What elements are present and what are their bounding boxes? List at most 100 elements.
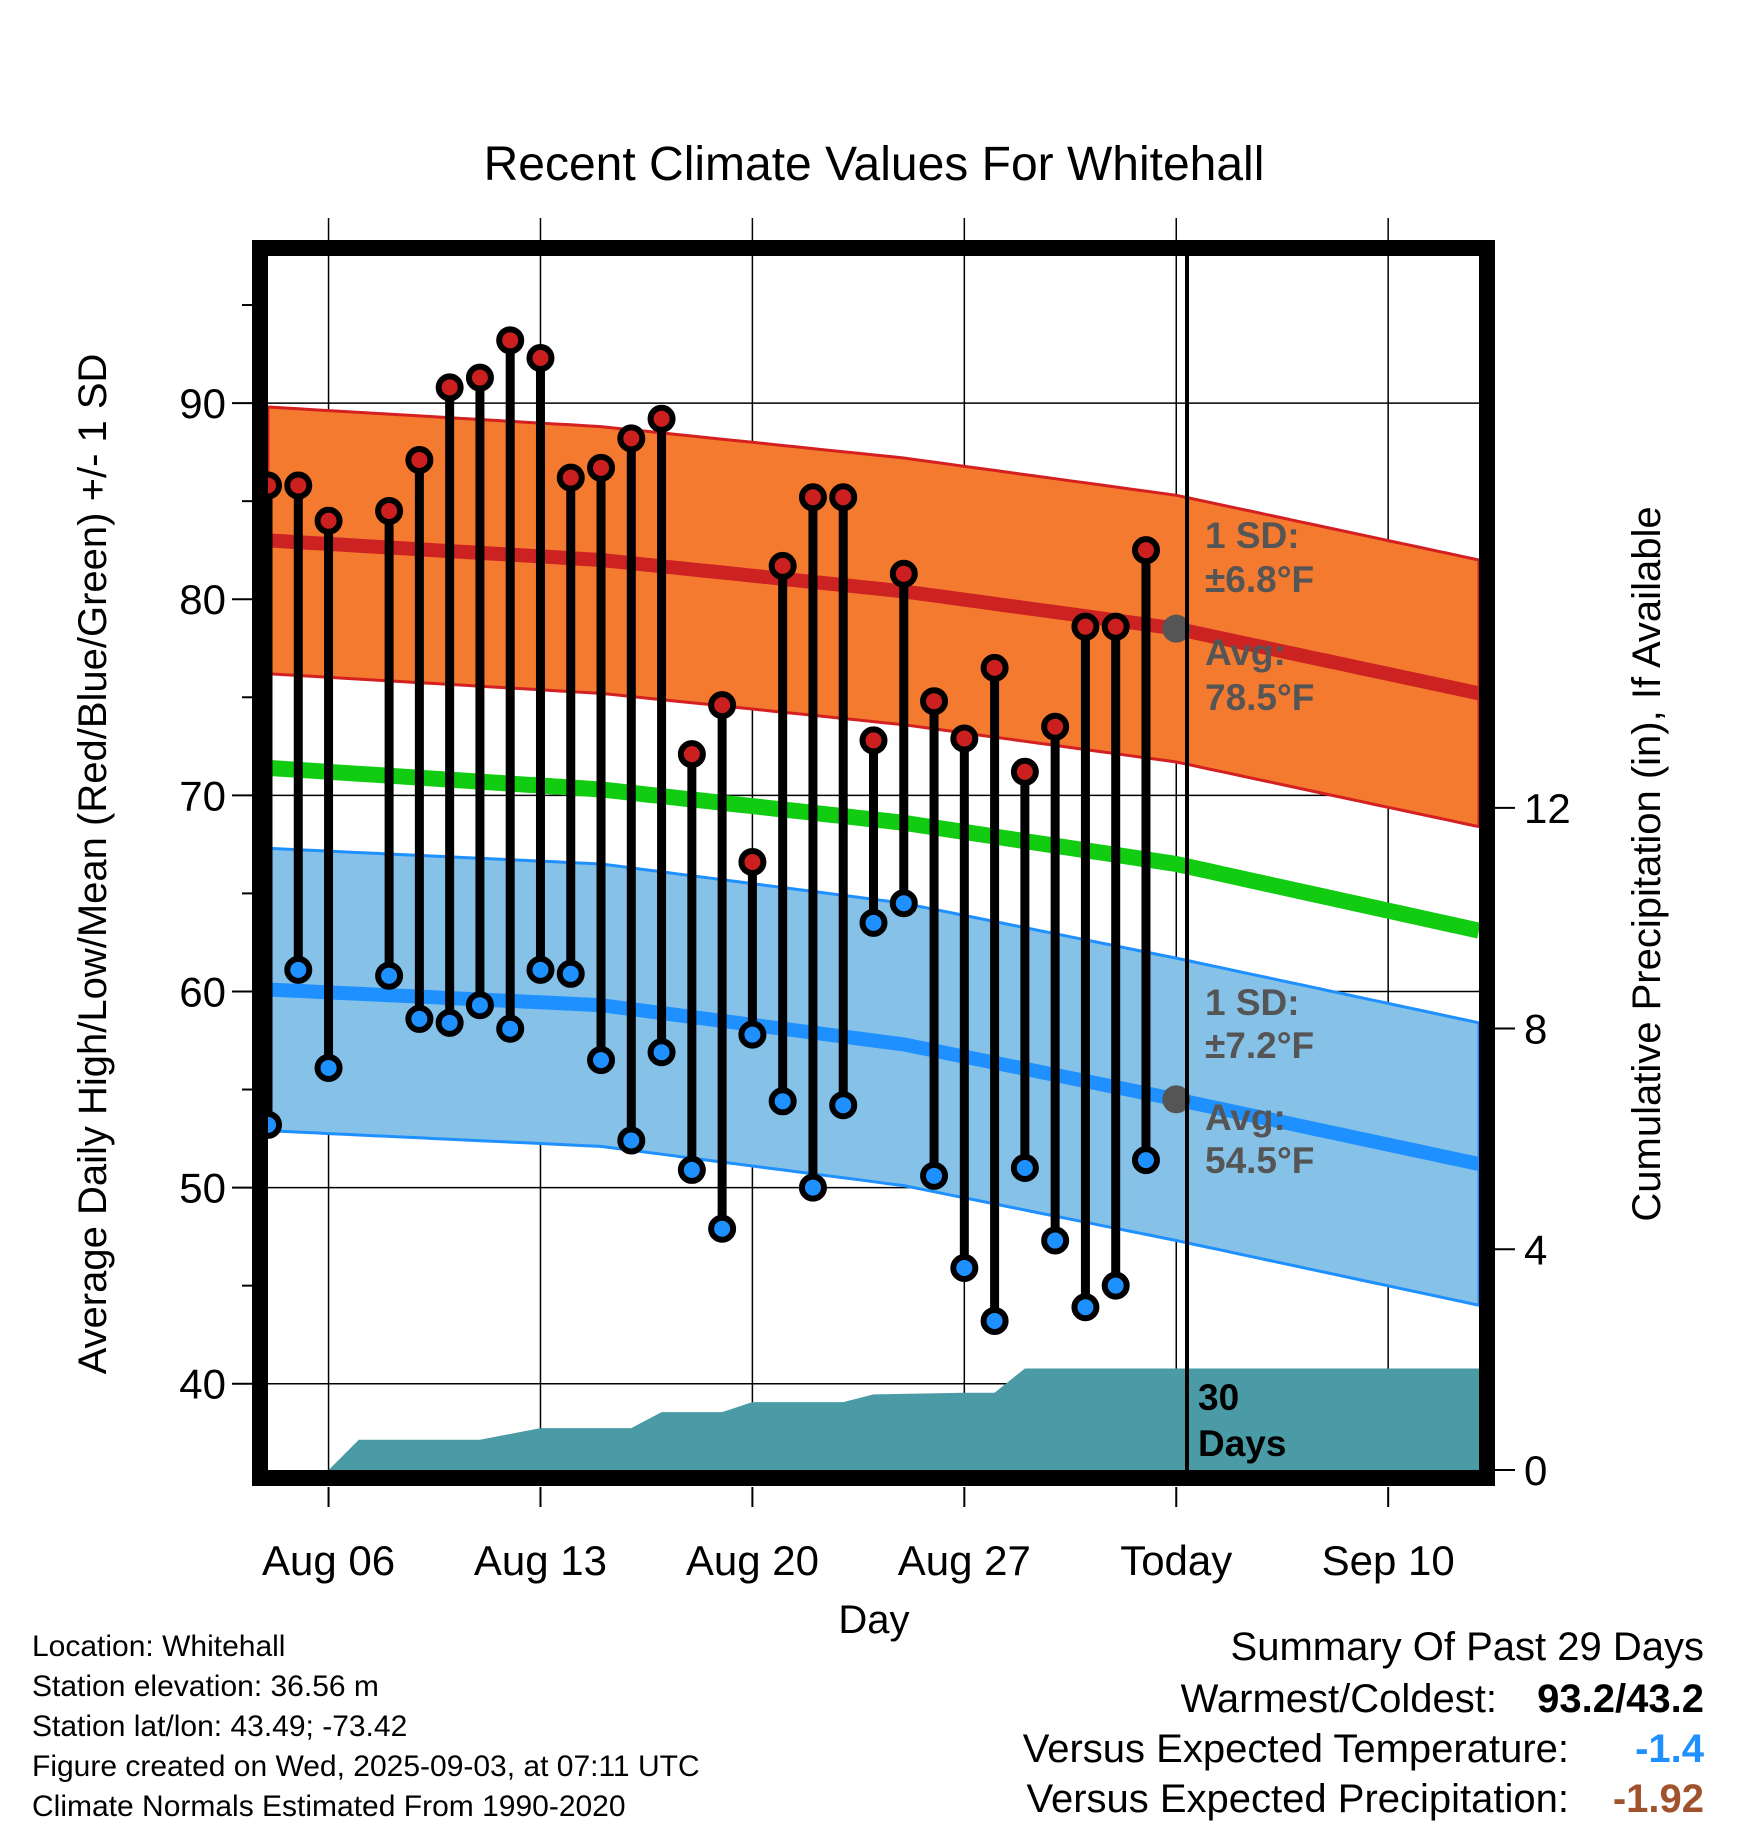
low-point-19 <box>859 908 888 937</box>
high-point-7 <box>496 326 525 355</box>
low-point-7 <box>496 1014 525 1043</box>
high-point-21 <box>920 687 949 716</box>
summary-warm-cold-label: Warmest/Coldest: <box>1181 1677 1497 1721</box>
high-avg-label: Avg: <box>1205 632 1286 673</box>
footer-notes: Location: Whitehall Station elevation: 3… <box>32 1630 700 1823</box>
low-point-10 <box>587 1046 616 1075</box>
summary-title: Summary Of Past 29 Days <box>1231 1625 1704 1669</box>
low-point-6 <box>465 991 494 1020</box>
high-point-12 <box>647 404 676 433</box>
y-axis-ticks: 40 50 60 70 80 90 <box>179 304 252 1408</box>
low-point-27 <box>1101 1271 1130 1300</box>
high-point-6 <box>465 363 494 392</box>
low-point-1 <box>284 955 313 984</box>
low-avg-label: Avg: <box>1205 1097 1286 1138</box>
x-tick-label-1: Aug 13 <box>474 1537 607 1584</box>
y-tick-label-4: 80 <box>179 576 226 623</box>
high-point-24 <box>1010 757 1039 786</box>
summary-precip-label: Versus Expected Precipitation: <box>1026 1777 1569 1821</box>
chart-title: Recent Climate Values For Whitehall <box>484 138 1265 191</box>
low-point-8 <box>526 955 555 984</box>
low-point-2 <box>314 1053 343 1082</box>
high-normal-line <box>267 533 1481 701</box>
low-point-13 <box>677 1155 706 1184</box>
y2-tick-label-0: 0 <box>1524 1447 1547 1494</box>
high-point-20 <box>889 559 918 588</box>
precipitation-area <box>268 1368 1479 1470</box>
high-point-4 <box>405 445 434 474</box>
low-point-15 <box>738 1020 767 1049</box>
low-point-14 <box>708 1214 737 1243</box>
x-axis-label: Day <box>838 1598 909 1642</box>
y2-tick-label-1: 4 <box>1524 1226 1547 1273</box>
low-point-21 <box>920 1161 949 1190</box>
high-point-23 <box>980 653 1009 682</box>
high-point-10 <box>587 453 616 482</box>
y-axis-label: Average Daily High/Low/Mean (Red/Blue/Gr… <box>71 354 115 1375</box>
y-tick-label-3: 70 <box>179 772 226 819</box>
footer-normals: Climate Normals Estimated From 1990-2020 <box>32 1790 626 1823</box>
footer-elevation: Station elevation: 36.56 m <box>32 1670 379 1703</box>
high-sd-value: ±6.8°F <box>1205 559 1314 600</box>
plot-frame <box>252 240 1495 1486</box>
high-point-27 <box>1101 612 1130 641</box>
high-point-11 <box>617 424 646 453</box>
high-avg-value: 78.5°F <box>1205 677 1314 718</box>
x-tick-label-0: Aug 06 <box>262 1537 395 1584</box>
summary-temp-value: -1.4 <box>1635 1727 1705 1771</box>
high-point-25 <box>1041 712 1070 741</box>
summary-block: Summary Of Past 29 Days Warmest/Coldest:… <box>1023 1625 1705 1821</box>
high-point-26 <box>1071 612 1100 641</box>
x-tick-label-3: Aug 27 <box>898 1537 1031 1584</box>
high-point-19 <box>859 726 888 755</box>
high-point-2 <box>314 506 343 535</box>
low-point-26 <box>1071 1293 1100 1322</box>
annotations: 1 SD: ±6.8°F Avg: 78.5°F 1 SD: ±7.2°F Av… <box>1198 515 1314 1464</box>
daily-markers <box>254 326 1160 1335</box>
high-point-5 <box>435 373 464 402</box>
low-point-24 <box>1010 1153 1039 1182</box>
low-point-5 <box>435 1008 464 1037</box>
low-point-16 <box>768 1087 797 1116</box>
low-point-18 <box>829 1091 858 1120</box>
footer-location: Location: Whitehall <box>32 1630 285 1663</box>
high-point-9 <box>556 463 585 492</box>
low-point-20 <box>889 889 918 918</box>
high-point-22 <box>950 724 979 753</box>
high-point-17 <box>798 483 827 512</box>
x-tick-label-4: Today <box>1120 1537 1232 1584</box>
precip-days-line1: 30 <box>1198 1377 1239 1418</box>
high-point-1 <box>284 471 313 500</box>
y-tick-label-0: 40 <box>179 1361 226 1408</box>
low-sd-value: ±7.2°F <box>1205 1025 1314 1066</box>
precip-area-path <box>268 1368 1479 1470</box>
low-point-17 <box>798 1173 827 1202</box>
y2-axis-label: Cumulative Precipitation (in), If Availa… <box>1625 506 1669 1221</box>
low-avg-value: 54.5°F <box>1205 1140 1314 1181</box>
y2-axis-ticks: 0 4 8 12 <box>1495 785 1571 1494</box>
high-point-18 <box>829 483 858 512</box>
y-tick-label-2: 60 <box>179 968 226 1015</box>
high-point-15 <box>738 848 767 877</box>
low-point-9 <box>556 959 585 988</box>
footer-created: Figure created on Wed, 2025-09-03, at 07… <box>32 1750 700 1783</box>
x-tick-label-5: Sep 10 <box>1322 1537 1455 1584</box>
high-point-13 <box>677 740 706 769</box>
low-point-23 <box>980 1306 1009 1335</box>
high-sd-label: 1 SD: <box>1205 515 1300 556</box>
low-point-22 <box>950 1253 979 1282</box>
low-point-3 <box>375 961 404 990</box>
y-tick-label-5: 90 <box>179 380 226 427</box>
footer-latlon: Station lat/lon: 43.49; -73.42 <box>32 1710 407 1743</box>
high-avg-today-marker <box>1162 614 1191 643</box>
low-point-25 <box>1041 1226 1070 1255</box>
low-point-4 <box>405 1004 434 1033</box>
high-point-14 <box>708 691 737 720</box>
low-avg-today-marker <box>1162 1085 1191 1114</box>
summary-warm-cold-value: 93.2/43.2 <box>1537 1677 1704 1721</box>
low-point-11 <box>617 1126 646 1155</box>
precip-days-line2: Days <box>1198 1423 1286 1464</box>
high-point-28 <box>1131 536 1160 565</box>
x-tick-label-2: Aug 20 <box>686 1537 819 1584</box>
summary-precip-value: -1.92 <box>1613 1777 1704 1821</box>
